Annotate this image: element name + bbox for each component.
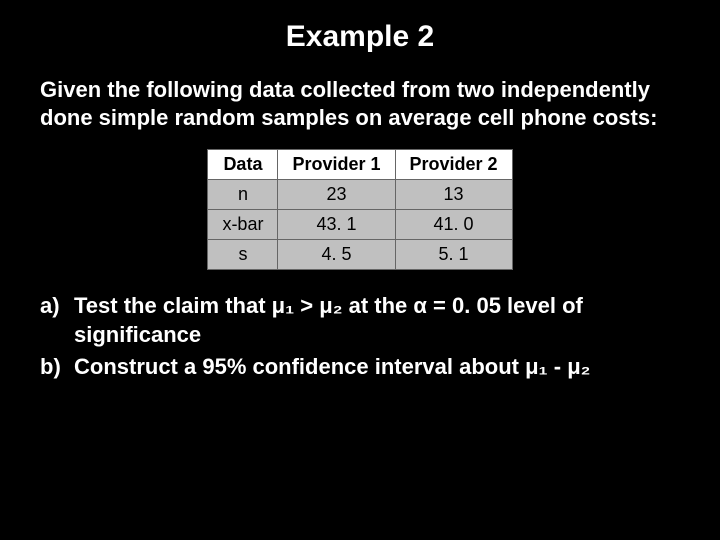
cell: 43. 1 [278,210,395,240]
col-header: Provider 2 [395,150,512,180]
table-row: n 23 13 [208,180,512,210]
cell: 23 [278,180,395,210]
table-row: s 4. 5 5. 1 [208,240,512,270]
question-text: Construct a 95% confidence interval abou… [74,353,680,382]
cell: 5. 1 [395,240,512,270]
cell: 41. 0 [395,210,512,240]
question-b: b) Construct a 95% confidence interval a… [40,353,680,382]
intro-text: Given the following data collected from … [40,76,680,131]
row-label: s [208,240,278,270]
table-row: x-bar 43. 1 41. 0 [208,210,512,240]
question-marker: a) [40,292,74,349]
questions-list: a) Test the claim that μ₁ > μ₂ at the α … [40,292,680,382]
question-marker: b) [40,353,74,382]
col-header: Provider 1 [278,150,395,180]
cell: 4. 5 [278,240,395,270]
question-a: a) Test the claim that μ₁ > μ₂ at the α … [40,292,680,349]
row-label: n [208,180,278,210]
table-header-row: Data Provider 1 Provider 2 [208,150,512,180]
col-header: Data [208,150,278,180]
cell: 13 [395,180,512,210]
question-text: Test the claim that μ₁ > μ₂ at the α = 0… [74,292,680,349]
data-table: Data Provider 1 Provider 2 n 23 13 x-bar… [207,149,512,270]
data-table-wrap: Data Provider 1 Provider 2 n 23 13 x-bar… [40,149,680,270]
slide-title: Example 2 [40,20,680,54]
row-label: x-bar [208,210,278,240]
